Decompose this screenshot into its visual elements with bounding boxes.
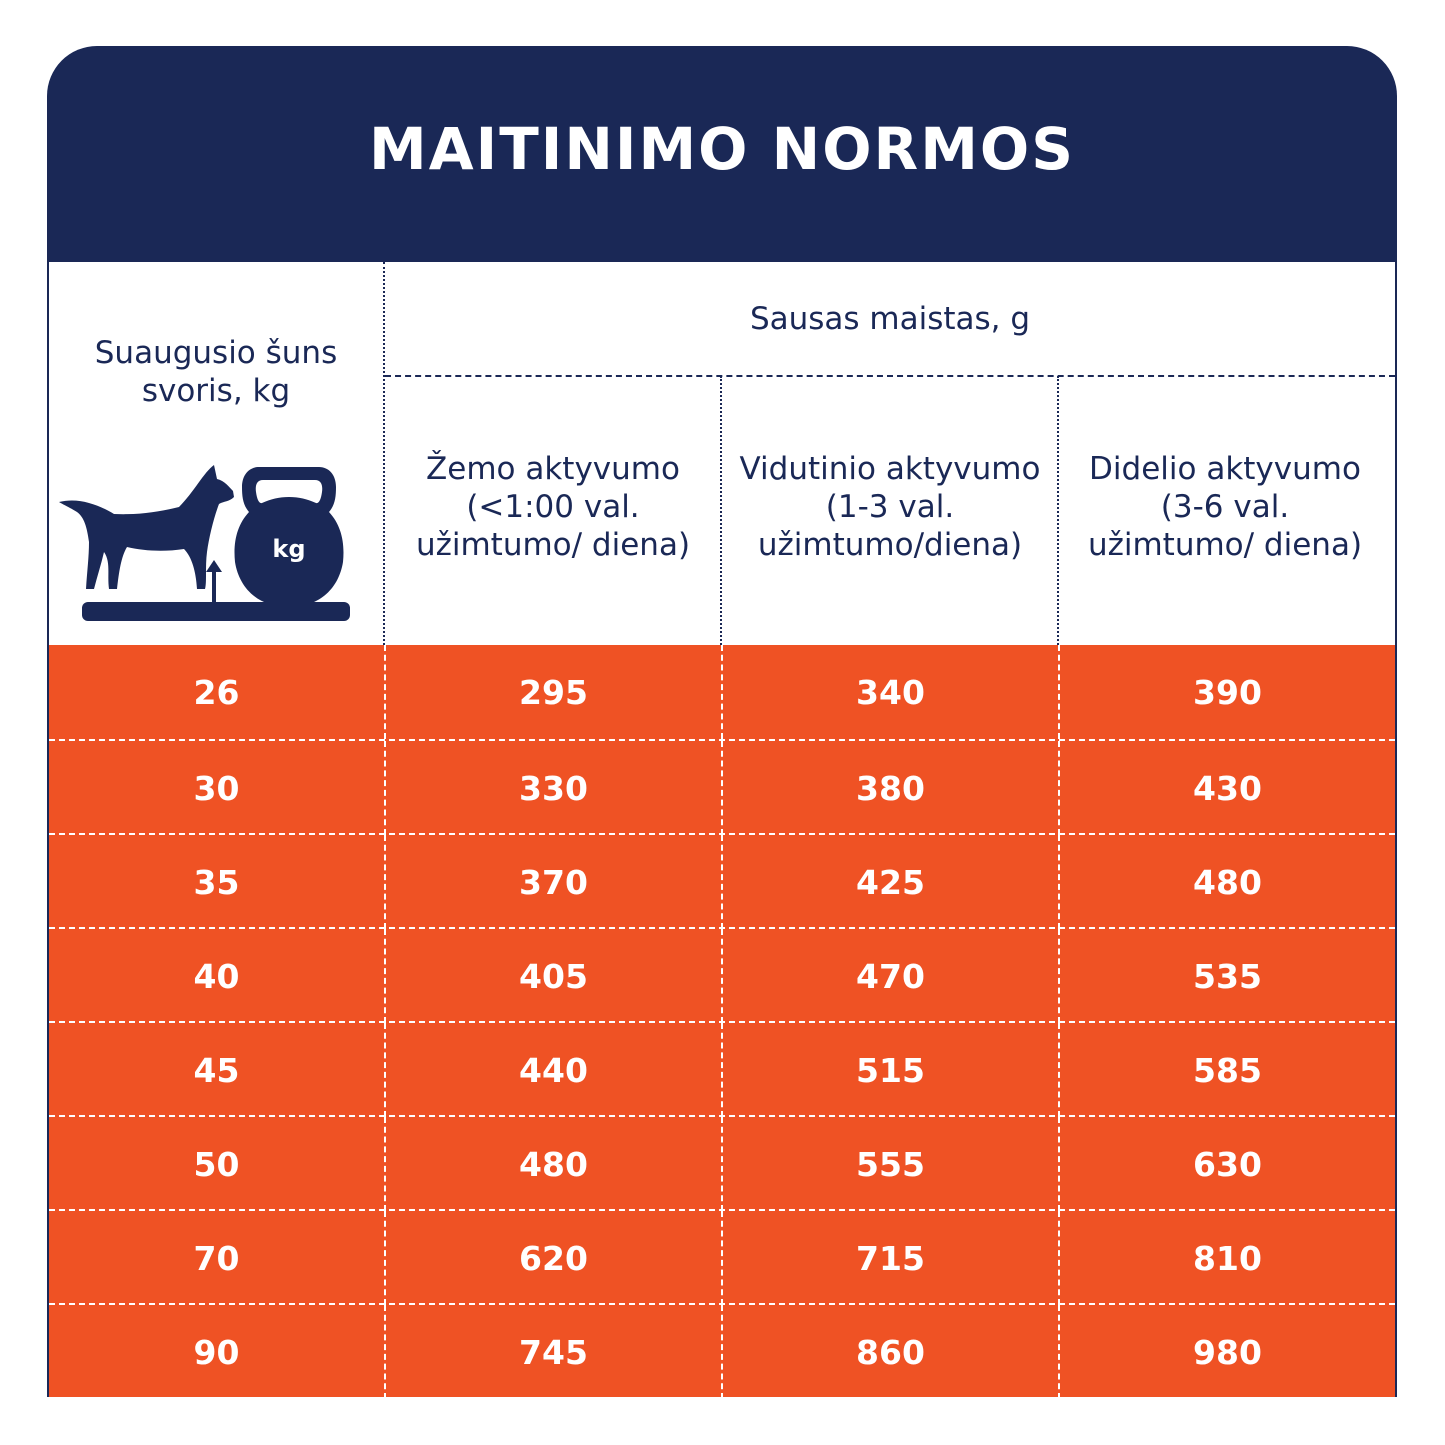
table-row: 40 405 470 535 [49, 927, 1395, 1023]
weight-cell: 35 [193, 862, 240, 902]
medium-activity-cell: 860 [721, 1305, 1058, 1399]
medium-activity-cell: 515 [721, 1023, 1058, 1117]
high-activity-cell: 630 [1058, 1117, 1395, 1211]
table-row: 90 745 860 980 [49, 1303, 1395, 1399]
table-row: 45 440 515 585 [49, 1021, 1395, 1117]
high-activity-cell: 980 [1058, 1305, 1395, 1399]
medium-activity-cell: 340 [721, 645, 1058, 739]
low-activity-cell: 330 [384, 741, 721, 835]
arrow-up-icon [206, 560, 222, 617]
high-activity-cell: 430 [1058, 741, 1395, 835]
column-header-high: Didelio aktyvumo (3-6 val. užimtumo/ die… [1087, 450, 1363, 564]
title-bar: MAITINIMO NORMOS [47, 46, 1397, 262]
weight-header: Suaugusio šuns svoris, kg [94, 334, 338, 409]
dry-food-header: Sausas maistas, g [749, 300, 1031, 337]
high-activity-cell: 585 [1058, 1023, 1395, 1117]
weight-cell: 90 [193, 1332, 240, 1372]
weight-cell: 70 [193, 1238, 240, 1278]
divider [1057, 376, 1059, 645]
table-row: 26 295 340 390 [49, 645, 1395, 739]
medium-activity-cell: 555 [721, 1117, 1058, 1211]
high-activity-cell: 535 [1058, 929, 1395, 1023]
weight-cell: 30 [193, 768, 240, 808]
low-activity-cell: 620 [384, 1211, 721, 1305]
column-header-low: Žemo aktyvumo (<1:00 val. užimtumo/ dien… [415, 450, 691, 564]
weight-cell: 40 [193, 956, 240, 996]
weight-cell: 45 [193, 1050, 240, 1090]
page-title: MAITINIMO NORMOS [369, 115, 1075, 183]
medium-activity-cell: 470 [721, 929, 1058, 1023]
feeding-table: MAITINIMO NORMOS Suaugusio šuns svoris, … [47, 46, 1397, 1399]
high-activity-cell: 480 [1058, 835, 1395, 929]
table-row: 70 620 715 810 [49, 1209, 1395, 1305]
medium-activity-cell: 425 [721, 835, 1058, 929]
weight-cell: 50 [193, 1144, 240, 1184]
kettlebell-label: kg [272, 535, 305, 563]
divider [720, 376, 722, 645]
low-activity-cell: 295 [384, 645, 721, 739]
medium-activity-cell: 715 [721, 1211, 1058, 1305]
kettlebell-icon [234, 467, 344, 607]
high-activity-cell: 390 [1058, 645, 1395, 739]
table-row: 50 480 555 630 [49, 1115, 1395, 1211]
low-activity-cell: 405 [384, 929, 721, 1023]
divider [385, 375, 1395, 377]
low-activity-cell: 745 [384, 1305, 721, 1399]
low-activity-cell: 440 [384, 1023, 721, 1117]
divider [383, 262, 385, 645]
weight-cell: 26 [193, 672, 240, 712]
low-activity-cell: 480 [384, 1117, 721, 1211]
medium-activity-cell: 380 [721, 741, 1058, 835]
column-header-medium: Vidutinio aktyvumo (1-3 val. užimtumo/di… [739, 450, 1041, 564]
table-row: 35 370 425 480 [49, 833, 1395, 929]
table-row: 30 330 380 430 [49, 739, 1395, 835]
low-activity-cell: 370 [384, 835, 721, 929]
table-body: 26 295 340 390 30 330 380 430 35 370 425 480 40 405 47… [47, 645, 1397, 1399]
high-activity-cell: 810 [1058, 1211, 1395, 1305]
dog-on-scale-with-kettlebell-icon: kg [59, 465, 350, 621]
table-header: Suaugusio šuns svoris, kg kg Sausas mais… [47, 262, 1397, 645]
dog-icon [59, 465, 234, 589]
